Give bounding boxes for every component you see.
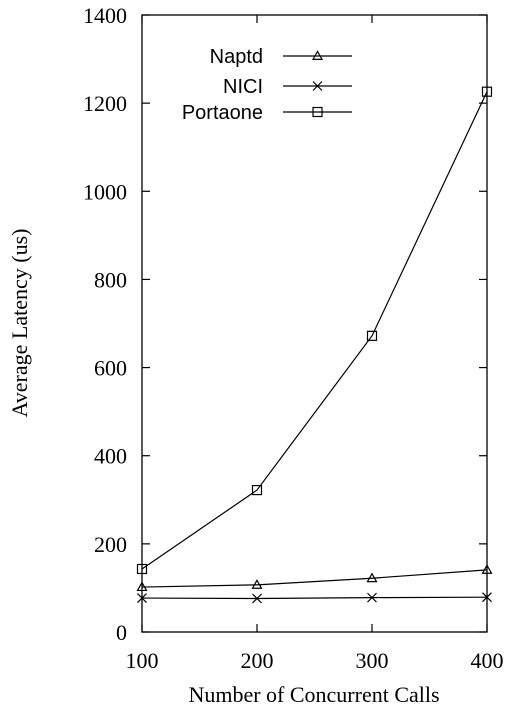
y-tick-label: 0 [116, 620, 127, 645]
x-tick-label: 400 [471, 648, 504, 673]
x-marker-stroke [312, 81, 323, 91]
y-tick-label: 1200 [83, 91, 127, 116]
legend-marker [311, 50, 324, 60]
data-point-naptd [136, 581, 148, 592]
data-point-portaone [366, 330, 378, 341]
data-point-portaone [481, 86, 493, 97]
legend: Naptd NICI Portaone [182, 46, 352, 124]
legend-entry-naptd: Naptd [210, 46, 352, 68]
x-marker-stroke [137, 593, 147, 603]
y-tick-label: 600 [94, 356, 127, 381]
legend-entry-portaone: Portaone [182, 102, 352, 124]
legend-marker [312, 106, 323, 118]
data-point-nici [482, 592, 492, 603]
series-line-portaone [141, 91, 488, 570]
legend-label: NICI [223, 76, 263, 98]
series-line-naptd [141, 569, 488, 588]
legend-label: Naptd [210, 46, 263, 68]
data-point-nici [137, 593, 147, 603]
legend-marker [312, 81, 323, 91]
x-tick-label: 200 [241, 648, 274, 673]
data-point-naptd [481, 564, 493, 574]
x-axis-label: Number of Concurrent Calls [188, 682, 439, 707]
axis-ticks: 0 200 400 600 800 1000 1200 1400 100 200 300 400 [83, 3, 504, 673]
x-marker-stroke [367, 592, 377, 603]
data-point-nici [367, 592, 377, 603]
data-point-portaone [251, 484, 263, 496]
y-tick-label: 200 [94, 532, 127, 557]
x-tick-label: 100 [126, 648, 159, 673]
series-portaone [136, 86, 493, 575]
y-tick-label: 1400 [83, 3, 127, 28]
legend-entry-nici: NICI [223, 76, 352, 98]
legend-label: Portaone [182, 102, 263, 124]
data-point-portaone [136, 563, 148, 575]
x-marker-stroke [252, 593, 262, 604]
series-layer [136, 86, 493, 604]
data-point-nici [252, 593, 262, 604]
x-tick-label: 300 [356, 648, 389, 673]
data-point-naptd [251, 579, 263, 589]
y-tick-label: 800 [94, 267, 127, 292]
y-axis-label: Average Latency (us) [7, 229, 32, 418]
data-point-naptd [366, 572, 378, 583]
series-naptd [136, 564, 493, 592]
y-tick-label: 400 [94, 444, 127, 469]
x-marker-stroke [482, 592, 492, 603]
series-nici [137, 592, 492, 604]
plot-frame [141, 14, 488, 633]
y-tick-label: 1000 [83, 179, 127, 204]
series-line-nici [141, 596, 488, 600]
